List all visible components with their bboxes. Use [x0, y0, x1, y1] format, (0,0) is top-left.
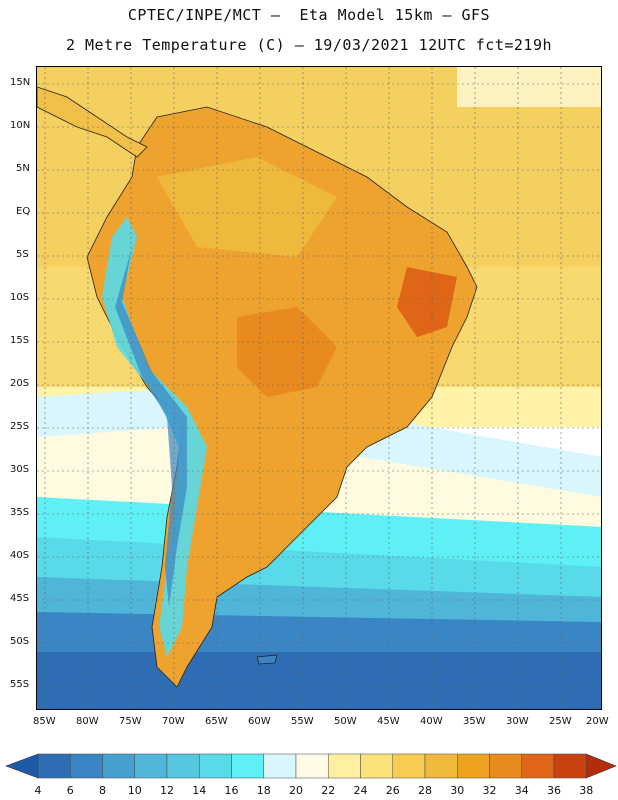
colorbar-swatch [328, 753, 361, 779]
lat-label-EQ: EQ [16, 206, 31, 217]
colorbar-swatch [166, 753, 200, 779]
colorbar-arrow-left [5, 753, 39, 779]
graticule [37, 67, 601, 709]
colorbar-swatch [37, 753, 71, 779]
colorbar-swatch [70, 753, 103, 779]
lon-label-80W: 80W [76, 716, 99, 727]
colorbar-tick-label: 30 [450, 784, 465, 797]
colorbar-swatch [457, 753, 490, 779]
lat-label-15N: 15N [10, 77, 31, 88]
lon-label-40W: 40W [420, 716, 443, 727]
lon-label-75W: 75W [119, 716, 142, 727]
colorbar-tick-label: 16 [224, 784, 239, 797]
lon-label-55W: 55W [291, 716, 314, 727]
colorbar-tick-label: 10 [127, 784, 142, 797]
lat-label-40S: 40S [10, 550, 30, 561]
lat-label-35S: 35S [10, 507, 30, 518]
colorbar-tick-label: 28 [418, 784, 432, 797]
colorbar-swatch [360, 753, 393, 779]
central-america-land [37, 86, 148, 158]
colorbar-swatch [102, 753, 135, 779]
colorbar-swatch [199, 753, 232, 779]
colorbar-swatch [134, 753, 168, 779]
lat-label-50S: 50S [10, 636, 30, 647]
map-svg [37, 67, 601, 709]
colorbar-swatch [553, 753, 587, 779]
lon-label-70W: 70W [162, 716, 185, 727]
colorbar-tick-label: 8 [99, 784, 106, 797]
lon-label-60W: 60W [248, 716, 271, 727]
lat-label-25S: 25S [10, 421, 30, 432]
lat-label-10S: 10S [10, 292, 30, 303]
lon-label-50W: 50W [334, 716, 357, 727]
falkland-islands [256, 654, 278, 665]
colorbar-tick-label: 14 [192, 784, 207, 797]
colorbar-tick-label: 26 [385, 784, 400, 797]
colorbar-tick-label: 22 [321, 784, 336, 797]
colorbar-tick-label: 36 [547, 784, 561, 797]
colorbar-tick-label: 24 [353, 784, 368, 797]
title-line-1: CPTEC/INPE/MCT — Eta Model 15km — GFS [127, 6, 491, 24]
lon-label-45W: 45W [377, 716, 400, 727]
warm-patch-amazon [157, 157, 337, 257]
colorbar-swatch [424, 753, 458, 779]
andes-core [115, 247, 187, 607]
colorbar-tick-label: 4 [34, 784, 42, 797]
colorbar-swatches [37, 753, 587, 779]
colorbar-arrow-right [585, 753, 617, 779]
lat-label-30S: 30S [10, 464, 30, 475]
colorbar [5, 753, 617, 779]
lat-label-5N: 5N [16, 163, 30, 174]
lon-label-65W: 65W [205, 716, 228, 727]
lon-label-85W: 85W [33, 716, 56, 727]
colorbar-swatch [489, 753, 522, 779]
colorbar-tick-label: 20 [289, 784, 303, 797]
lon-label-20W: 20W [586, 716, 609, 727]
lat-label-5S: 5S [16, 249, 29, 260]
lon-label-30W: 30W [506, 716, 529, 727]
colorbar-tick-label: 38 [579, 784, 594, 797]
lon-label-25W: 25W [549, 716, 572, 727]
colorbar-swatch [521, 753, 555, 779]
colorbar-swatch [263, 753, 297, 779]
colorbar-tick-label: 12 [160, 784, 174, 797]
colorbar-tick-label: 32 [482, 784, 497, 797]
hot-patch-central [237, 307, 337, 397]
lat-label-55S: 55S [10, 679, 30, 690]
lat-label-15S: 15S [10, 335, 30, 346]
colorbar-swatch [231, 753, 264, 779]
band-equatorial-pale [457, 67, 601, 107]
lat-label-10N: 10N [10, 120, 31, 131]
colorbar-swatch [295, 753, 329, 779]
hot-patch-northeast [397, 267, 457, 337]
colorbar-tick-label: 18 [256, 784, 271, 797]
colorbar-tick-label: 6 [66, 784, 74, 797]
title-line-2: 2 Metre Temperature (C) — 19/03/2021 12U… [65, 36, 553, 54]
lat-label-20S: 20S [10, 378, 30, 389]
temperature-map [36, 66, 602, 710]
lon-label-35W: 35W [463, 716, 486, 727]
lat-label-45S: 45S [10, 593, 30, 604]
band-deep-blue [37, 652, 601, 709]
colorbar-swatch [392, 753, 426, 779]
colorbar-tick-label: 34 [514, 784, 529, 797]
